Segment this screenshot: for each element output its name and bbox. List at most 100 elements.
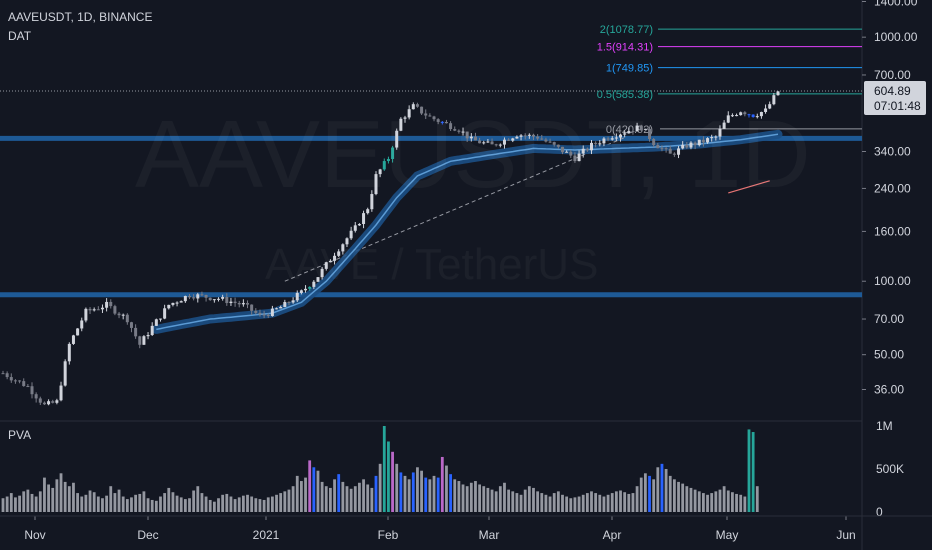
candle-body xyxy=(225,296,229,304)
candle-body xyxy=(146,335,150,337)
volume-bar xyxy=(585,493,589,512)
candle-body xyxy=(706,138,710,143)
candle-body xyxy=(51,401,55,403)
candle-body xyxy=(382,161,386,170)
volume-bar xyxy=(606,494,610,512)
price-axis[interactable]: 1400.00 1000.00 700.00 340.00 240.00 160.00 10… xyxy=(862,0,918,397)
fib-label-3: 0.5(585.38) xyxy=(597,89,653,101)
candle-body xyxy=(175,302,179,304)
volume-bar xyxy=(498,486,502,512)
candle-body xyxy=(424,113,428,116)
volume-bar xyxy=(51,487,55,512)
volume-axis: 1M 500K 0 xyxy=(876,419,904,519)
volume-bar xyxy=(639,477,643,512)
candle-body xyxy=(664,148,668,150)
volume-bar xyxy=(250,496,254,512)
x-tick-label: Dec xyxy=(137,528,158,542)
volume-bar xyxy=(1,498,5,512)
volume-bar xyxy=(449,474,452,512)
candle-body xyxy=(598,143,602,145)
candle-body xyxy=(730,115,734,117)
volume-bar xyxy=(511,491,515,512)
candle-body xyxy=(602,138,606,144)
candle-body xyxy=(465,131,469,139)
candle-body xyxy=(772,95,776,105)
volume-bar xyxy=(726,490,730,512)
candle-body xyxy=(9,377,13,381)
candle-body xyxy=(440,121,444,123)
volume-bar xyxy=(200,493,204,512)
candle-body xyxy=(627,131,631,134)
volume-bar xyxy=(378,463,382,512)
volume-tick-label: 1M xyxy=(876,419,893,433)
y-tick-label: 36.00 xyxy=(874,383,904,397)
volume-bar xyxy=(656,467,660,512)
symbol-watermark: AAVEUSDT, 1D xyxy=(135,100,811,210)
volume-bar xyxy=(217,498,220,512)
candle-body xyxy=(623,133,627,135)
volume-bar xyxy=(718,489,722,512)
candle-body xyxy=(726,115,730,123)
volume-bar xyxy=(138,493,142,512)
volume-bar xyxy=(681,483,685,512)
candle-body xyxy=(768,104,772,109)
volume-bar xyxy=(527,486,531,512)
volume-bar xyxy=(9,493,13,512)
volume-bar xyxy=(540,493,544,512)
volume-bar xyxy=(660,463,664,512)
volume-bar xyxy=(163,493,167,512)
volume-bar xyxy=(743,496,747,512)
volume-bar xyxy=(556,491,560,512)
volume-pane-label[interactable]: PVA xyxy=(8,428,32,442)
volume-bar xyxy=(465,486,469,512)
volume-bar xyxy=(706,494,709,512)
volume-bar xyxy=(279,493,283,512)
volume-bar xyxy=(407,479,411,512)
trendline-layer xyxy=(284,137,770,282)
candle-body xyxy=(275,308,279,310)
volume-bar xyxy=(254,498,258,512)
volume-bar xyxy=(453,479,457,512)
candle-body xyxy=(482,142,486,144)
volume-bar xyxy=(43,477,46,512)
volume-tick-label: 0 xyxy=(876,505,883,519)
volume-bar xyxy=(474,481,477,512)
indicator-label[interactable]: DAT xyxy=(8,29,32,43)
y-tick-label: 50.00 xyxy=(874,348,904,362)
candle-body xyxy=(672,153,676,155)
volume-bar xyxy=(623,492,627,512)
candle-body xyxy=(55,400,59,403)
volume-bars xyxy=(1,426,759,512)
volume-bar xyxy=(353,486,357,512)
candle-body xyxy=(163,308,167,319)
candle-body xyxy=(270,308,274,317)
volume-bar xyxy=(221,494,225,512)
candle-body xyxy=(299,290,303,293)
time-axis[interactable]: Nov Dec 2021 Feb Mar Apr May Jun xyxy=(0,515,932,542)
candle-body xyxy=(635,125,639,132)
volume-bar xyxy=(577,496,581,512)
candle-body xyxy=(710,137,714,139)
candle-body xyxy=(755,116,759,118)
volume-bar xyxy=(5,496,9,512)
candle-body xyxy=(436,119,440,122)
candle-body xyxy=(648,128,652,139)
volume-bar xyxy=(614,491,618,512)
candle-body xyxy=(399,118,403,131)
volume-bar xyxy=(258,499,262,512)
projection-line xyxy=(728,180,770,194)
candle-body xyxy=(701,139,705,143)
candle-body xyxy=(565,151,569,153)
volume-bar xyxy=(92,492,96,512)
volume-bar xyxy=(324,486,328,512)
volume-bar xyxy=(154,500,158,512)
volume-bar xyxy=(225,493,229,512)
volume-bar xyxy=(382,426,386,512)
fib-label-0: 2(1078.77) xyxy=(600,24,653,36)
volume-bar xyxy=(436,477,440,512)
candle-body xyxy=(105,301,109,308)
volume-bar xyxy=(370,487,374,512)
symbol-title[interactable]: AAVEUSDT, 1D, BINANCE xyxy=(8,10,153,24)
volume-bar xyxy=(420,470,423,512)
